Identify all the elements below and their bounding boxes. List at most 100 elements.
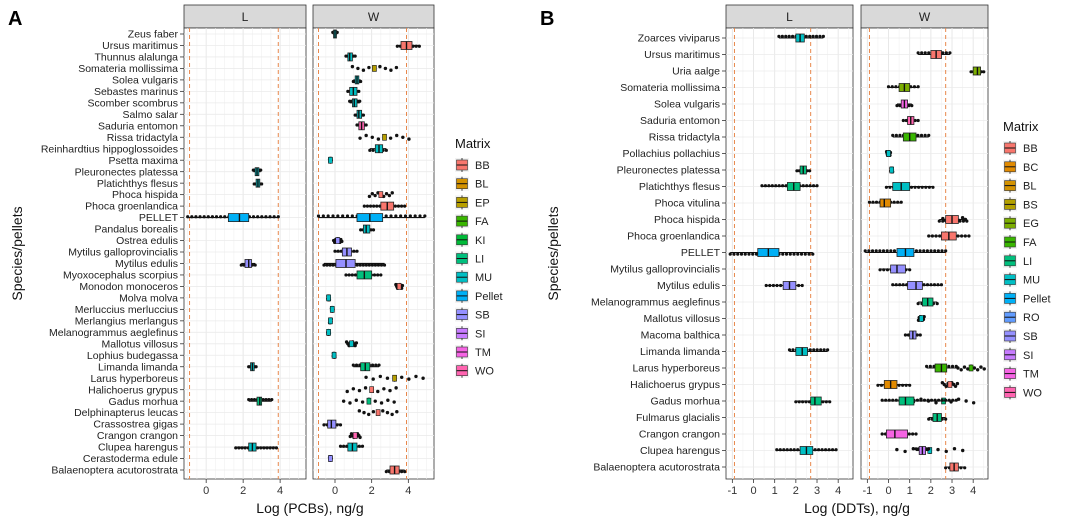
data-point (937, 398, 941, 402)
data-point (937, 219, 941, 223)
box-group-gadus-morhua (880, 396, 958, 406)
facet-strip-label: W (368, 10, 380, 24)
data-point (923, 51, 927, 55)
point-marker-ep (382, 133, 387, 141)
data-point (876, 383, 880, 387)
box-group-mytilus-edulis (764, 281, 804, 290)
data-point (234, 446, 238, 450)
data-point (919, 133, 924, 137)
data-point (198, 215, 202, 219)
box-group-phoca-groenlandica (362, 201, 407, 211)
data-point (385, 410, 390, 415)
data-point (811, 184, 816, 188)
data-point (399, 204, 404, 208)
data-point (820, 448, 824, 452)
data-point (826, 348, 830, 352)
legend-label-wo: WO (1023, 387, 1042, 399)
data-point (959, 368, 963, 372)
data-point (389, 214, 393, 218)
box-group-saduria-entomon (355, 121, 368, 131)
data-point (371, 377, 375, 381)
data-point (186, 215, 190, 219)
legend-label-si: SI (475, 328, 485, 340)
data-point (867, 200, 872, 204)
data-point (268, 446, 272, 450)
data-point (799, 252, 804, 256)
data-point (276, 215, 280, 219)
data-point (901, 283, 905, 287)
data-point (367, 412, 371, 417)
legend-item-wo: WO (1003, 385, 1042, 400)
box-group-scomber-scombrus (348, 98, 362, 108)
species-label-mytilus-galloprovincialis: Mytilus galloprovincialis (68, 247, 178, 259)
data-point (954, 398, 958, 402)
data-point (818, 34, 822, 39)
data-point (376, 137, 381, 141)
data-point (384, 214, 388, 218)
legend-label-pellet: Pellet (475, 291, 503, 303)
data-point (904, 118, 908, 123)
x-tick-label: -1 (727, 485, 737, 497)
data-point (908, 383, 912, 387)
species-label-lophius-budegassa: Lophius budegassa (87, 350, 178, 362)
legend-label-fa: FA (1023, 237, 1037, 249)
data-point (355, 249, 359, 253)
x-tick-label: 1 (772, 485, 778, 497)
data-point (940, 398, 944, 402)
legend-item-mu: MU (1003, 272, 1040, 287)
data-point (939, 283, 944, 287)
data-point (910, 104, 914, 108)
data-point (395, 133, 399, 138)
x-tick-label: 4 (405, 485, 411, 497)
legend-item-bs: BS (1003, 197, 1038, 212)
data-point (944, 398, 948, 402)
x-tick-label: 4 (970, 485, 976, 497)
data-point (394, 386, 398, 390)
species-label-melanogrammus-aeglefinus: Melanogrammus aeglefinus (49, 327, 178, 339)
data-point (359, 228, 363, 232)
data-point (906, 333, 911, 337)
data-point (790, 34, 795, 39)
data-point (932, 283, 937, 287)
legend-label-si: SI (1023, 350, 1033, 362)
data-point (916, 302, 920, 306)
species-label-somateria-mollissima: Somateria mollissima (78, 63, 178, 75)
data-point (927, 417, 931, 421)
data-point (384, 148, 388, 152)
x-tick-label: 2 (240, 485, 246, 497)
legend-item-sb: SB (455, 307, 490, 322)
x-axis-title: Log (DDTs), ng/g (804, 500, 910, 516)
data-point (916, 118, 920, 123)
box-group-ursus-maritimus (395, 41, 421, 50)
x-tick-label: 3 (949, 485, 955, 497)
box-group-salmo-salar (353, 109, 366, 119)
data-point (210, 215, 214, 219)
data-point (360, 400, 365, 404)
data-point (867, 249, 871, 253)
data-point (922, 283, 926, 287)
data-point (819, 348, 823, 352)
data-point (934, 234, 938, 238)
point-marker-mu (349, 340, 354, 348)
species-label-pleuronectes-platessa: Pleuronectes platessa (617, 165, 720, 177)
data-point (784, 184, 788, 188)
data-point (878, 249, 882, 253)
data-point (880, 398, 884, 402)
data-point (967, 234, 971, 238)
data-point (371, 228, 376, 232)
data-point (889, 249, 893, 253)
data-point (264, 215, 268, 219)
data-point (368, 204, 373, 208)
data-point (901, 118, 905, 123)
plot-area (183, 27, 307, 480)
data-point (247, 397, 251, 402)
data-point (348, 401, 352, 405)
legend-label-eg: EG (1023, 218, 1039, 230)
data-point (944, 249, 948, 253)
data-point (895, 447, 899, 452)
box-group-mytilus-edulis (239, 259, 257, 268)
data-point (393, 204, 397, 208)
data-point (345, 214, 350, 218)
data-point (363, 386, 368, 390)
species-label-gadus-morhua: Gadus morhua (109, 396, 179, 408)
